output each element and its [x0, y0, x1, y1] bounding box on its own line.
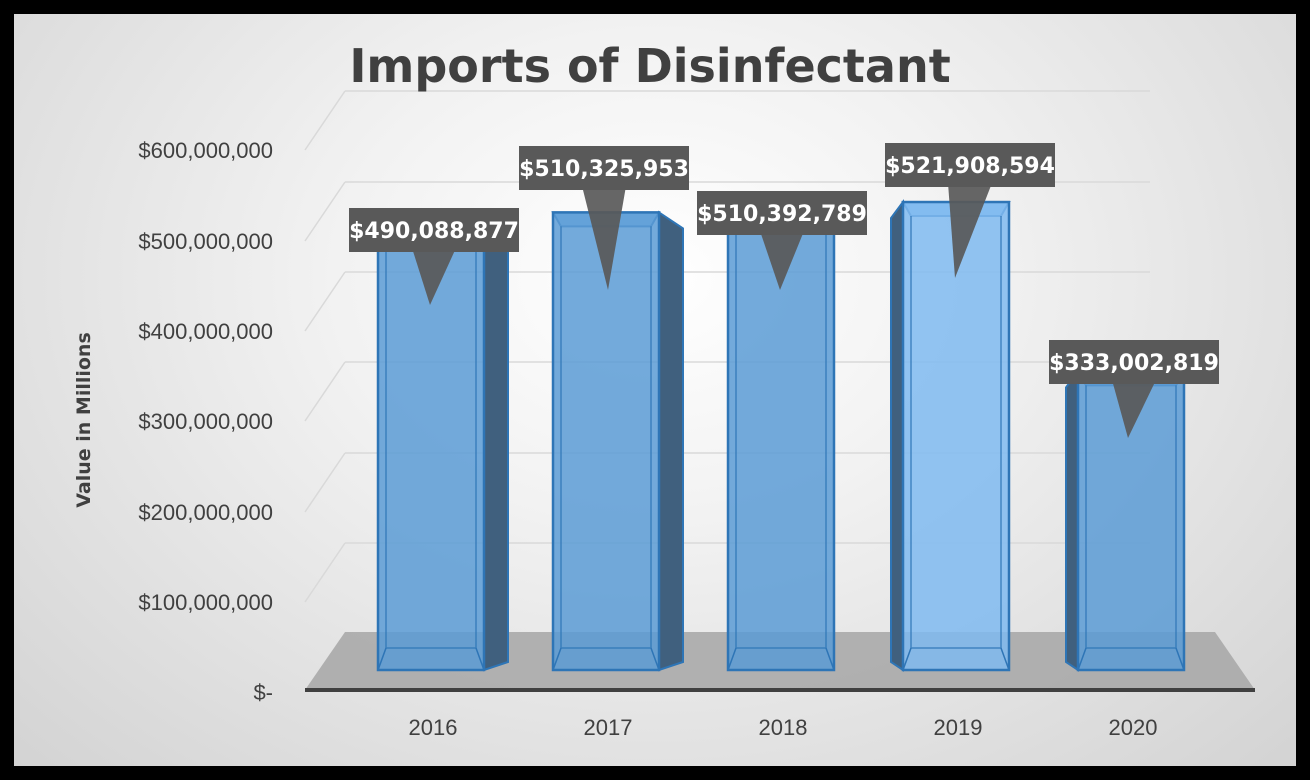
data-label-pointer	[412, 248, 456, 305]
data-label: $521,908,594	[885, 154, 1055, 179]
chart-frame: $- $100,000,000 $200,000,000 $300,000,000 $4…	[14, 14, 1296, 766]
bar-corner-edge	[475, 647, 485, 671]
bar-side	[1065, 368, 1079, 672]
x-tick-label: 2019	[934, 715, 983, 740]
bar-side	[658, 210, 684, 672]
bar-corner-edge	[1175, 647, 1185, 671]
data-label-pointer	[760, 231, 804, 290]
chart-svg: $- $100,000,000 $200,000,000 $300,000,000 $4…	[73, 39, 1255, 740]
x-tick-label: 2018	[759, 715, 808, 740]
gridline-side	[304, 542, 346, 603]
data-label: $333,002,819	[1049, 351, 1219, 376]
data-label: $510,392,789	[697, 202, 867, 227]
y-tick-label: $300,000,000	[138, 409, 273, 434]
y-tick-label: $600,000,000	[138, 138, 273, 163]
gridline-side	[304, 361, 346, 422]
bar-inner-edge	[560, 226, 652, 649]
y-tick-label: $500,000,000	[138, 229, 273, 254]
gridline-side	[304, 181, 346, 242]
data-label-pointer	[582, 186, 626, 290]
bar-side	[890, 199, 904, 672]
x-tick-labels: 2016 2017 2018 2019 2020	[409, 715, 1158, 740]
data-label: $490,088,877	[349, 219, 519, 244]
y-tick-labels: $- $100,000,000 $200,000,000 $300,000,000 $4…	[138, 138, 273, 705]
bar-inner-edge	[735, 226, 827, 649]
data-label-pointer	[1112, 380, 1156, 438]
bar-corner-edge	[552, 647, 562, 671]
bar-corner-edge	[377, 647, 387, 671]
x-tick-label: 2020	[1109, 715, 1158, 740]
bar-corner-edge	[727, 647, 737, 671]
bar	[901, 200, 1011, 672]
bar	[726, 211, 836, 672]
data-label: $510,325,953	[519, 157, 689, 182]
y-axis-label: Value in Millions	[73, 332, 95, 508]
data-labels: $490,088,877 $510,325,953 $510,392,789 $521…	[349, 143, 1219, 438]
y-tick-label: $400,000,000	[138, 319, 273, 344]
data-label-box	[885, 143, 1055, 187]
data-label-box	[519, 146, 689, 190]
bar-corner-edge	[825, 647, 835, 671]
bar-corner-edge	[1000, 647, 1010, 671]
bar-inner-edge	[385, 244, 477, 649]
y-tick-label: $200,000,000	[138, 500, 273, 525]
x-tick-label: 2017	[584, 715, 633, 740]
bar-corner-edge	[902, 647, 912, 671]
chart-title: Imports of Disinfectant	[349, 39, 950, 93]
gridline-side	[304, 452, 346, 513]
y-tick-label: $100,000,000	[138, 590, 273, 615]
bar-inner-edge	[1085, 385, 1177, 649]
gridline-side	[304, 90, 346, 151]
data-label-pointer	[948, 183, 992, 278]
bar-side	[483, 228, 509, 672]
gridline-side	[304, 271, 346, 332]
bar-corner-edge	[650, 647, 660, 671]
data-label-box	[697, 191, 867, 235]
bar-inner-edge	[910, 216, 1002, 649]
data-label-box	[1049, 340, 1219, 384]
x-tick-label: 2016	[409, 715, 458, 740]
bar	[376, 229, 486, 672]
data-label-box	[349, 208, 519, 252]
y-tick-label: $-	[253, 680, 273, 705]
bars	[376, 199, 1186, 672]
bar-corner-edge	[1077, 647, 1087, 671]
